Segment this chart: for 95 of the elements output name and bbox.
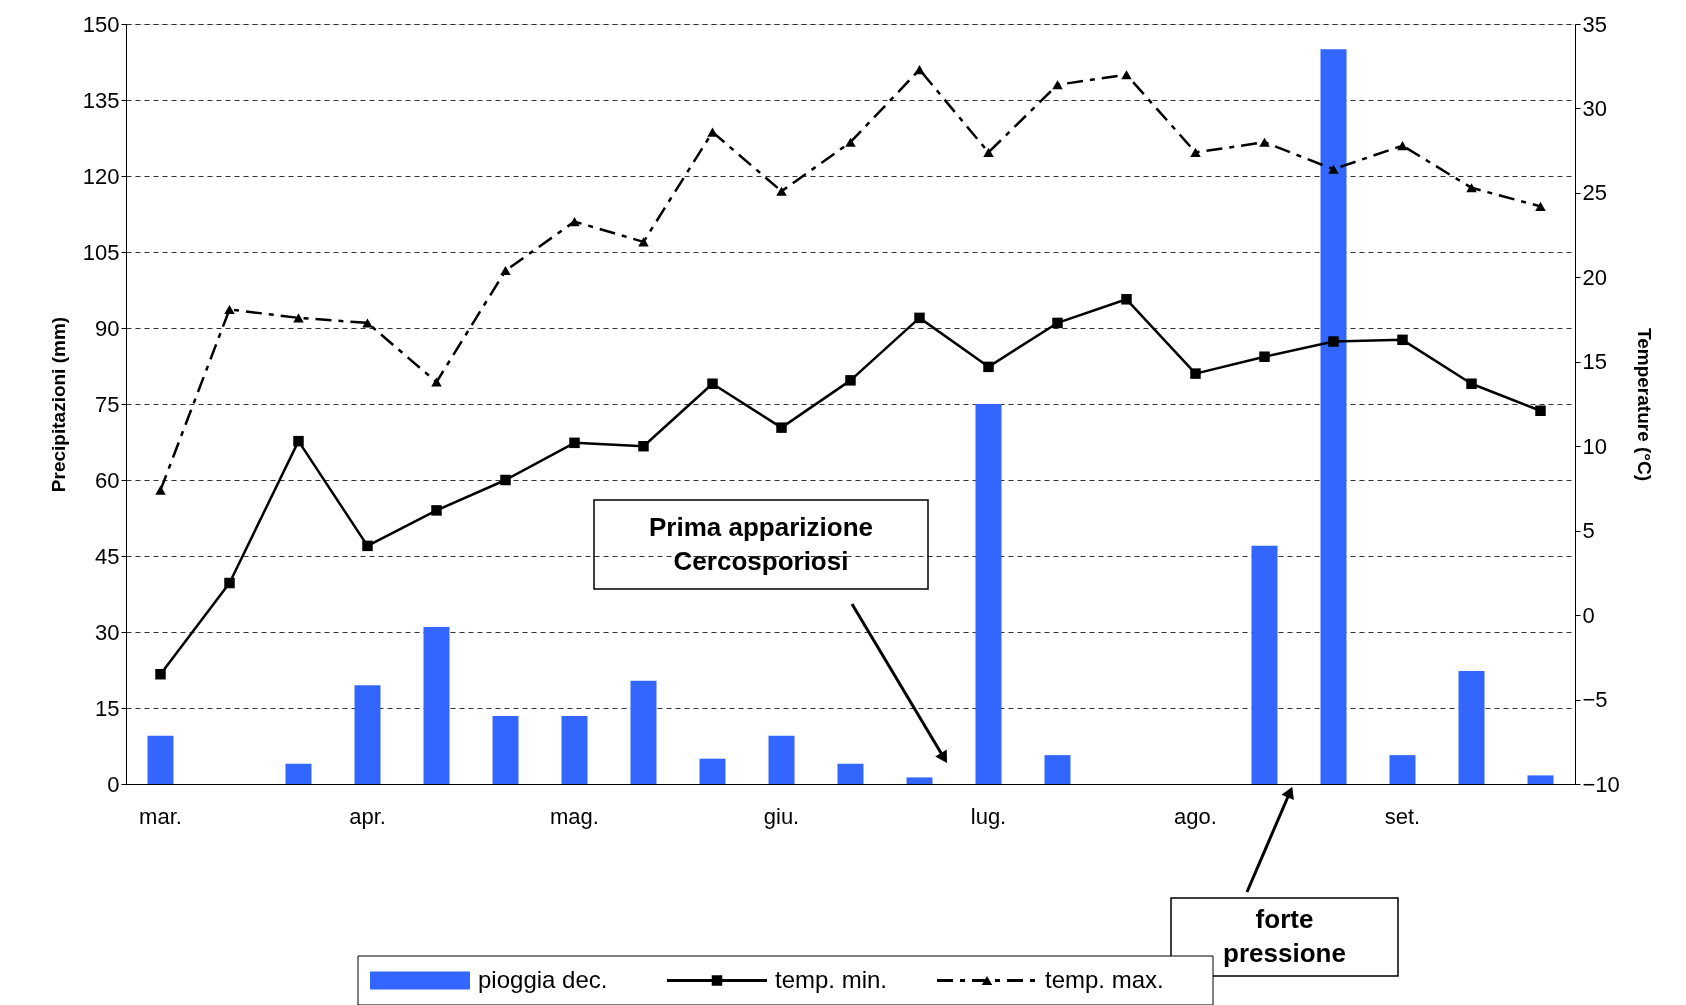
point xyxy=(1535,405,1546,416)
point xyxy=(155,668,166,680)
point xyxy=(362,318,373,328)
point xyxy=(1328,164,1339,174)
point xyxy=(1121,294,1132,305)
y-tick-label: 45 xyxy=(95,543,120,569)
y-tick-label: 15 xyxy=(95,695,120,721)
y-tick-label: 60 xyxy=(95,467,120,493)
bar xyxy=(1251,545,1278,784)
point xyxy=(431,505,442,516)
point xyxy=(1466,183,1477,193)
y-tick-label: 90 xyxy=(95,315,120,341)
y-tick-label: 75 xyxy=(95,391,120,417)
point xyxy=(1397,334,1408,346)
point xyxy=(362,540,373,552)
bar xyxy=(354,685,381,784)
point xyxy=(224,304,235,314)
x-tick-label: set. xyxy=(1384,803,1421,829)
bar xyxy=(1320,49,1347,784)
point xyxy=(638,440,649,452)
y2-tick-label: −10 xyxy=(1582,771,1620,797)
bar xyxy=(492,716,519,784)
point xyxy=(707,127,718,137)
bar xyxy=(630,680,657,784)
y2-tick-label: 0 xyxy=(1582,602,1595,628)
bar xyxy=(423,626,450,784)
y2-tick-label: 30 xyxy=(1582,95,1607,121)
point xyxy=(707,378,718,389)
point xyxy=(638,237,649,247)
point xyxy=(776,422,787,433)
point xyxy=(224,577,235,589)
x-tick-label: mag. xyxy=(550,803,599,829)
point xyxy=(983,147,994,157)
y-tick-label: 120 xyxy=(82,163,120,189)
point xyxy=(431,377,442,387)
y2-tick-label: −5 xyxy=(1582,687,1608,713)
point xyxy=(569,217,580,227)
point xyxy=(845,375,856,386)
y-tick-label: 105 xyxy=(82,239,120,265)
y2-tick-label: 15 xyxy=(1582,349,1607,375)
point xyxy=(1535,201,1546,211)
x-tick-label: lug. xyxy=(970,803,1007,829)
bar xyxy=(285,763,312,784)
point xyxy=(776,186,787,196)
bar xyxy=(1527,775,1554,784)
point xyxy=(1259,137,1270,147)
point xyxy=(293,313,304,323)
bar xyxy=(837,763,864,784)
y-axis-title: Precipitazioni (mm) xyxy=(47,316,69,493)
point xyxy=(983,361,994,373)
x-tick-label: giu. xyxy=(763,803,800,829)
point xyxy=(1190,368,1201,379)
point xyxy=(1328,336,1339,347)
bar xyxy=(147,735,174,784)
bar xyxy=(768,735,795,784)
y2-tick-label: 35 xyxy=(1582,11,1607,37)
bar xyxy=(975,404,1002,784)
point xyxy=(845,137,856,147)
point xyxy=(1397,141,1408,151)
bar xyxy=(1044,755,1071,784)
point xyxy=(1466,378,1477,389)
x-tick-label: mar. xyxy=(139,803,182,829)
legend-label: temp. max. xyxy=(1045,965,1164,993)
y2-tick-label: 10 xyxy=(1582,433,1607,459)
point xyxy=(1052,80,1063,90)
point xyxy=(569,437,580,449)
bar xyxy=(561,716,588,784)
point xyxy=(914,65,925,75)
legend-label: pioggia dec. xyxy=(478,965,608,993)
point xyxy=(500,266,511,276)
bar xyxy=(906,777,933,784)
point xyxy=(500,474,511,486)
bar xyxy=(1458,671,1485,784)
bar xyxy=(1389,755,1416,784)
text: forte pressione xyxy=(1223,904,1346,968)
y-tick-label: 30 xyxy=(95,619,120,645)
annotation: Prima apparizione Cercosporiosi xyxy=(649,511,873,576)
y2-tick-label: 5 xyxy=(1582,518,1595,544)
bar xyxy=(699,758,726,784)
point xyxy=(914,312,925,324)
y-tick-label: 150 xyxy=(82,11,120,37)
x-tick-label: ago. xyxy=(1174,803,1217,829)
y-tick-label: 0 xyxy=(107,771,120,797)
y2-axis-title: Temperature (°C) xyxy=(1633,328,1655,481)
point xyxy=(1121,70,1132,80)
point xyxy=(1259,351,1270,362)
y-tick-label: 135 xyxy=(82,87,120,113)
point xyxy=(155,485,166,495)
x-tick-label: apr. xyxy=(349,803,386,829)
y2-tick-label: 20 xyxy=(1582,264,1607,290)
y2-tick-label: 25 xyxy=(1582,180,1607,206)
point xyxy=(293,435,304,447)
point xyxy=(1190,147,1201,157)
point xyxy=(1052,317,1063,329)
legend-label: temp. min. xyxy=(775,965,888,993)
